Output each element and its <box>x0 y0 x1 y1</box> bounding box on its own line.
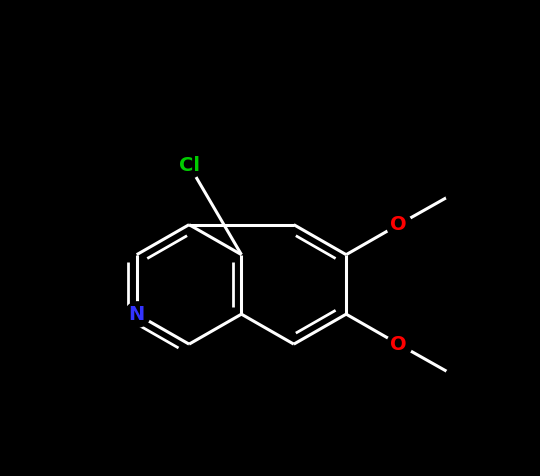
Text: O: O <box>390 335 407 354</box>
Text: Cl: Cl <box>179 156 200 175</box>
Text: O: O <box>390 215 407 234</box>
Text: N: N <box>129 305 145 324</box>
